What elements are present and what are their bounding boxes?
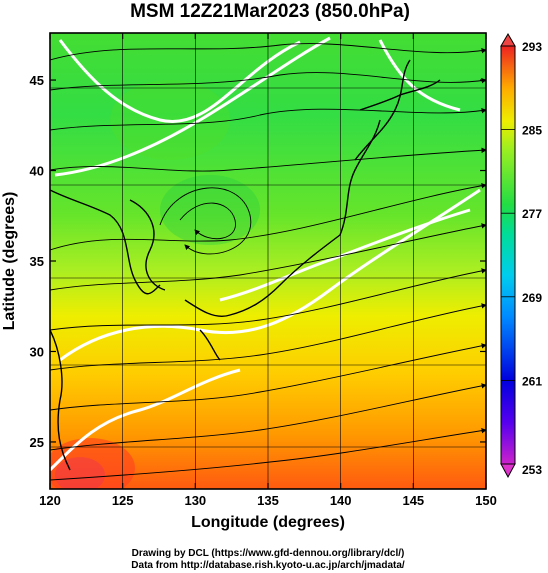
x-tick-label: 125 bbox=[112, 493, 134, 508]
colorbar-tick-label: 285 bbox=[522, 124, 542, 138]
colorbar: 253 261 269 277 285 293 bbox=[500, 33, 542, 479]
y-tick-label: 35 bbox=[30, 254, 44, 269]
x-tick-label: 120 bbox=[39, 493, 61, 508]
plot-area bbox=[50, 33, 486, 489]
y-tick-label: 30 bbox=[30, 344, 44, 359]
y-tick-label: 45 bbox=[30, 73, 44, 88]
credit-drawing: Drawing by DCL (https://www.gfd-dennou.o… bbox=[132, 548, 405, 559]
colorbar-tick-label: 261 bbox=[522, 374, 542, 388]
colorbar-tick-label: 253 bbox=[522, 463, 542, 477]
wind-streamlines bbox=[50, 43, 486, 481]
y-axis-label: Latitude (degrees) bbox=[1, 192, 18, 331]
warm-core bbox=[55, 457, 105, 489]
x-tick-label: 130 bbox=[184, 493, 206, 508]
x-axis-ticks: 120 125 130 135 140 145 150 bbox=[39, 33, 497, 508]
x-axis-label: Longitude (degrees) bbox=[191, 514, 345, 531]
colorbar-top-arrow bbox=[500, 33, 516, 47]
graticule bbox=[50, 33, 486, 489]
colorbar-ticks: 253 261 269 277 285 293 bbox=[501, 40, 542, 477]
colorbar-tick-label: 293 bbox=[522, 40, 542, 54]
coastlines bbox=[50, 59, 441, 471]
x-tick-label: 140 bbox=[330, 493, 352, 508]
colorbar-scale bbox=[500, 45, 516, 465]
y-tick-label: 25 bbox=[30, 435, 44, 450]
map-title: MSM 12Z21Mar2023 (850.0hPa) bbox=[130, 1, 410, 22]
colorbar-tick-label: 277 bbox=[522, 207, 542, 221]
colorbar-tick-label: 269 bbox=[522, 291, 542, 305]
cool-patch bbox=[160, 175, 260, 245]
x-tick-label: 145 bbox=[402, 493, 424, 508]
y-axis-ticks: 25 30 35 40 45 bbox=[30, 73, 486, 450]
x-tick-label: 150 bbox=[475, 493, 497, 508]
x-tick-label: 135 bbox=[257, 493, 279, 508]
isotherm-contours bbox=[50, 36, 481, 472]
credit-data: Data from http://database.rish.kyoto-u.a… bbox=[131, 560, 405, 571]
colorbar-bottom-arrow bbox=[500, 463, 516, 479]
y-tick-label: 40 bbox=[30, 164, 44, 179]
